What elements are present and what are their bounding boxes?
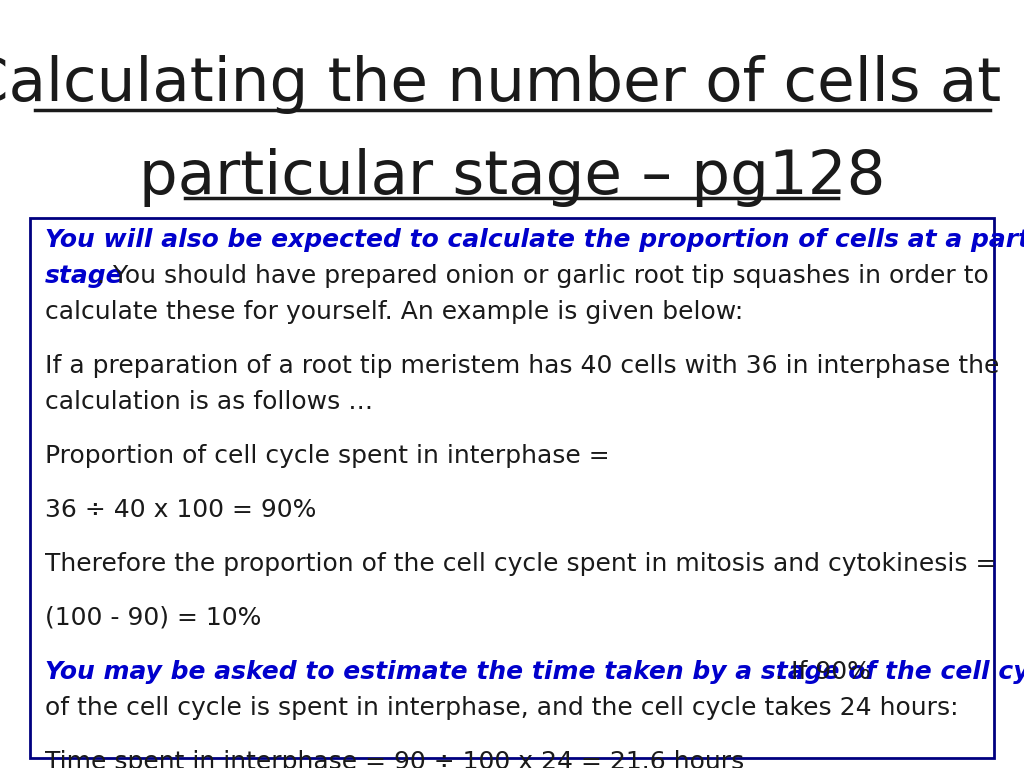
Text: of the cell cycle is spent in interphase, and the cell cycle takes 24 hours:: of the cell cycle is spent in interphase…	[45, 696, 958, 720]
Text: Calculating the number of cells at a: Calculating the number of cells at a	[0, 55, 1024, 114]
Text: Time spent in interphase = 90 ÷ 100 x 24 = 21.6 hours: Time spent in interphase = 90 ÷ 100 x 24…	[45, 750, 744, 768]
Text: Therefore the proportion of the cell cycle spent in mitosis and cytokinesis =: Therefore the proportion of the cell cyc…	[45, 552, 996, 576]
Text: . If 90%: . If 90%	[775, 660, 870, 684]
Bar	[30, 218, 994, 758]
Text: calculation is as follows …: calculation is as follows …	[45, 390, 373, 414]
Text: calculate these for yourself. An example is given below:: calculate these for yourself. An example…	[45, 300, 743, 324]
Text: If a preparation of a root tip meristem has 40 cells with 36 in interphase the: If a preparation of a root tip meristem …	[45, 354, 999, 378]
Text: Proportion of cell cycle spent in interphase =: Proportion of cell cycle spent in interp…	[45, 444, 609, 468]
Text: (100 - 90) = 10%: (100 - 90) = 10%	[45, 606, 261, 630]
Text: You may be asked to estimate the time taken by a stage of the cell cycle: You may be asked to estimate the time ta…	[45, 660, 1024, 684]
Text: stage: stage	[45, 264, 124, 288]
Text: . You should have prepared onion or garlic root tip squashes in order to: . You should have prepared onion or garl…	[97, 264, 989, 288]
Text: 36 ÷ 40 x 100 = 90%: 36 ÷ 40 x 100 = 90%	[45, 498, 316, 522]
Text: You will also be expected to calculate the proportion of cells at a particular: You will also be expected to calculate t…	[45, 228, 1024, 252]
Text: particular stage – pg128: particular stage – pg128	[139, 148, 885, 207]
